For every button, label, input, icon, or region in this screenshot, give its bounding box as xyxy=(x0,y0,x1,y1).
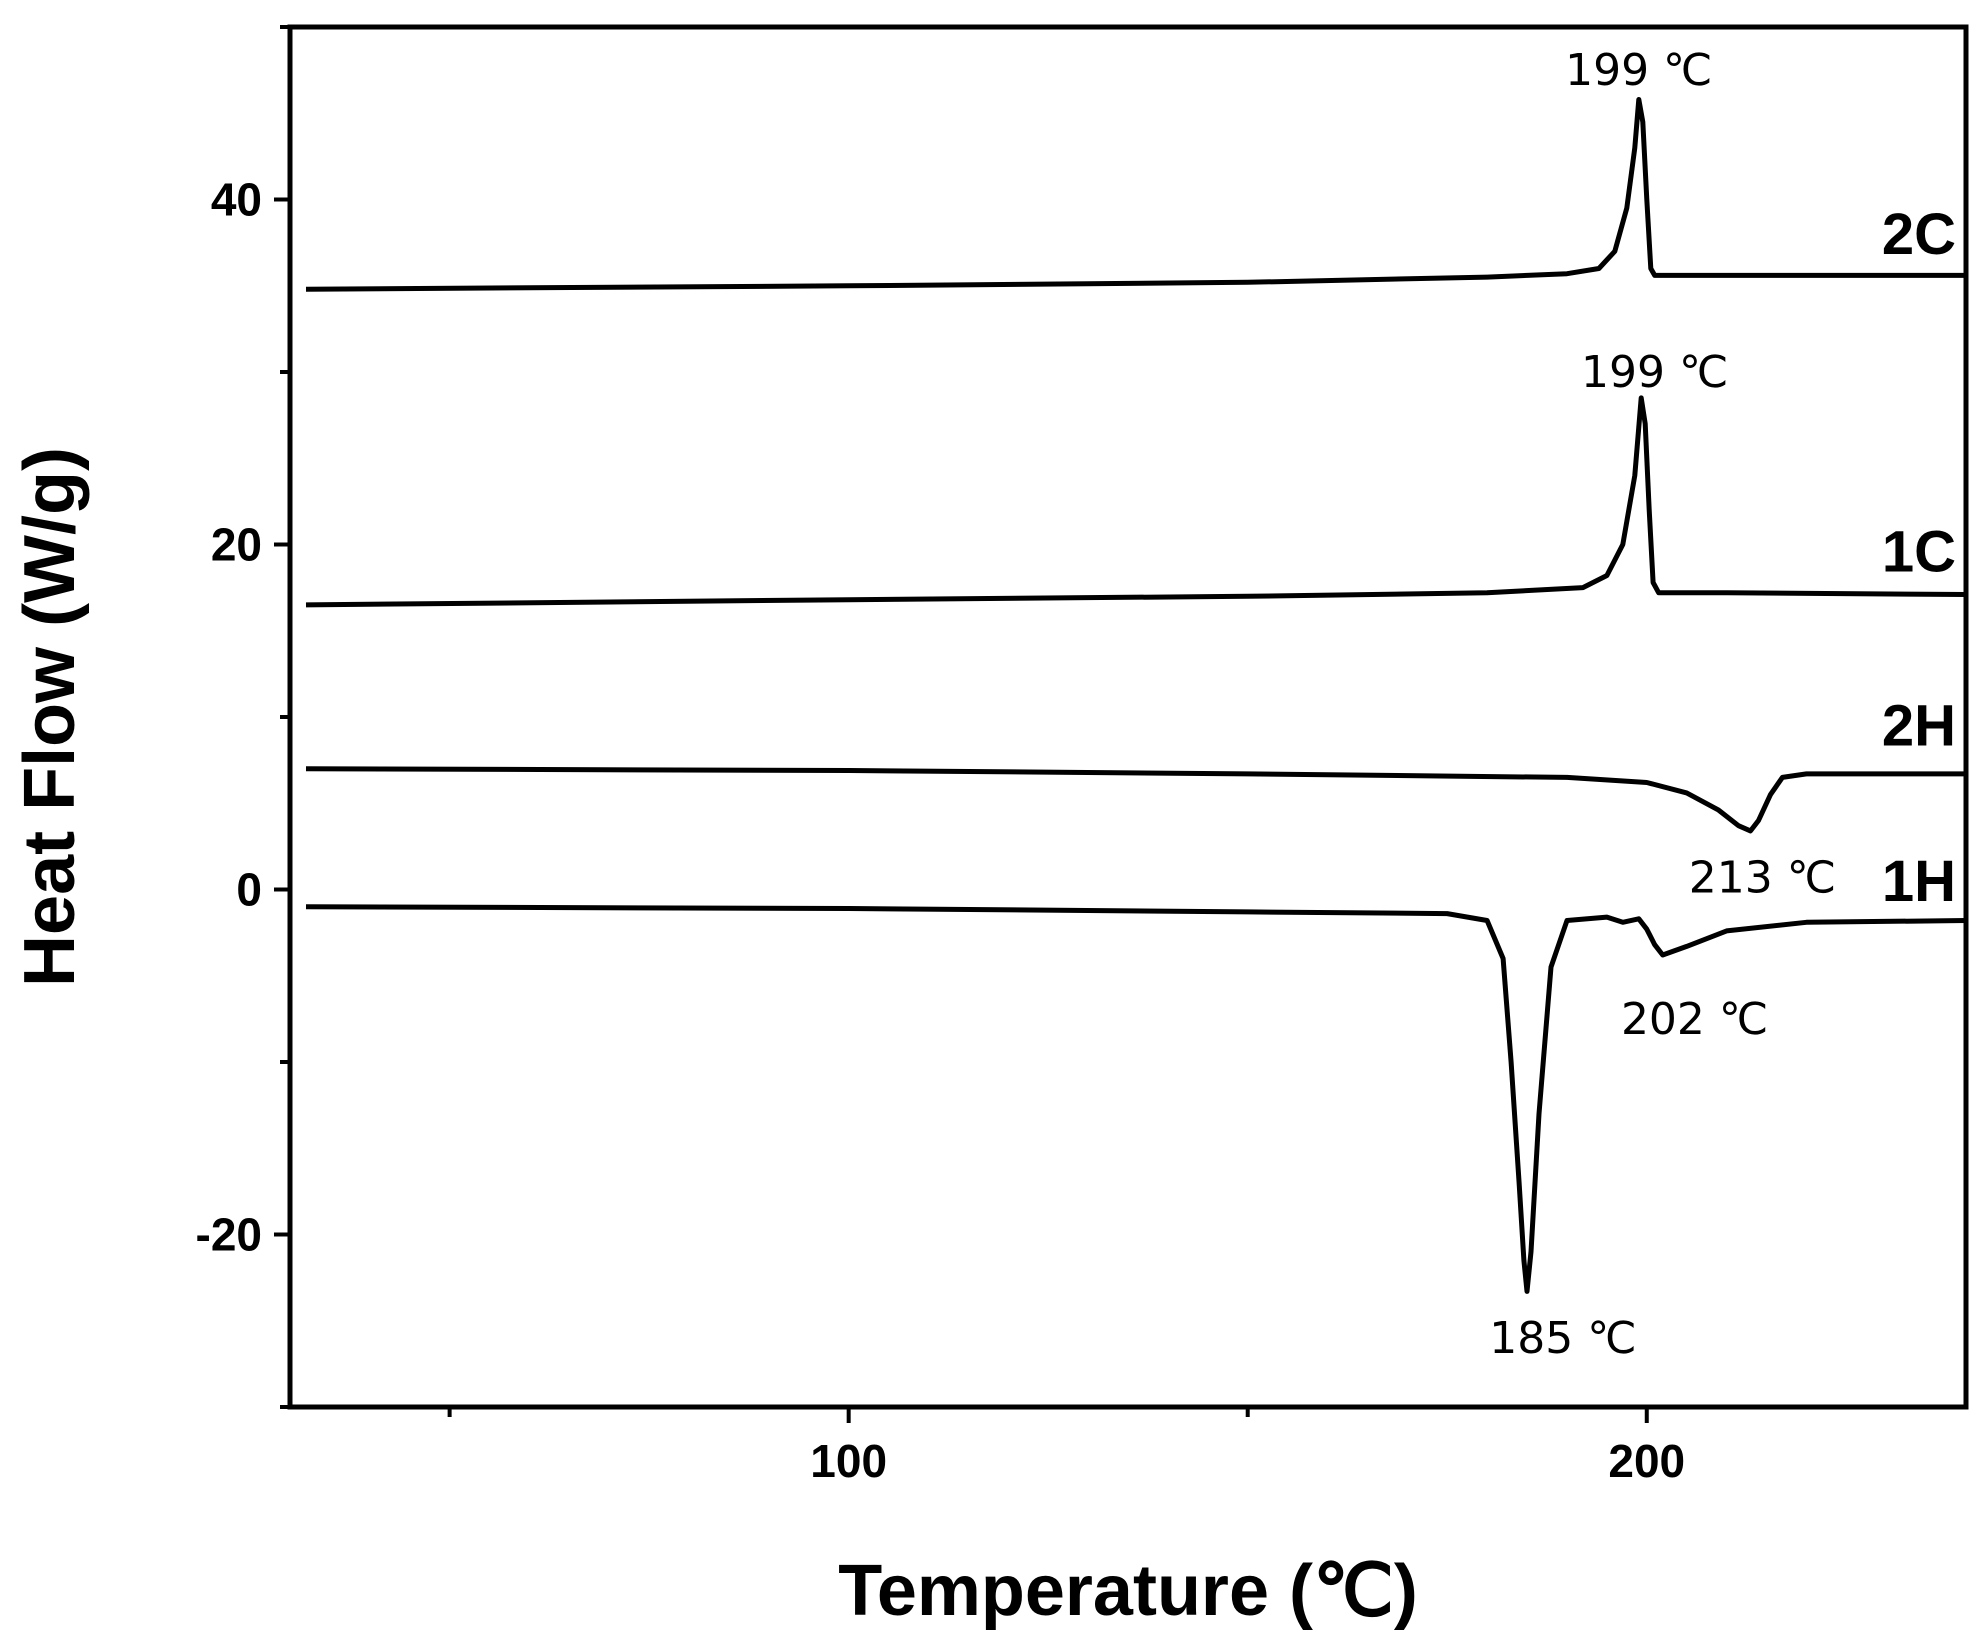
x-axis-ticks: 100 200 xyxy=(447,1407,1685,1487)
peak-annotation: 185 ℃ xyxy=(1489,1313,1636,1364)
series-1h-line xyxy=(305,904,1967,1294)
peak-annotation: 213 ℃ xyxy=(1689,852,1836,903)
series-1c-line xyxy=(305,395,1967,608)
y-axis-title: Heat Flow (W/g) xyxy=(10,447,90,987)
series-label-2h: 2H xyxy=(1882,694,1956,759)
y-tick-label: 0 xyxy=(236,864,262,916)
y-tick-label: -20 xyxy=(196,1209,262,1261)
x-tick-label: 100 xyxy=(810,1435,887,1487)
y-tick-label: 20 xyxy=(211,519,262,571)
series-layer xyxy=(305,97,1967,1294)
plot-frame xyxy=(287,24,1969,1410)
series-label-layer: 2C 1C 2H 1H xyxy=(1882,202,1956,914)
peak-annotation: 199 ℃ xyxy=(1581,347,1728,398)
peak-annotation: 199 ℃ xyxy=(1565,45,1712,96)
series-label-2c: 2C xyxy=(1882,202,1956,267)
annotation-layer: 199 ℃ 199 ℃ 213 ℃ 202 ℃ 185 ℃ xyxy=(1489,45,1836,1364)
series-2h-line xyxy=(305,766,1966,834)
y-tick-label: 40 xyxy=(211,174,262,226)
y-axis-ticks: -20 0 20 40 xyxy=(196,25,290,1409)
series-label-1c: 1C xyxy=(1882,519,1956,584)
series-2c-line xyxy=(305,97,1966,292)
x-axis-title: Temperature (℃) xyxy=(838,1551,1418,1631)
peak-annotation: 202 ℃ xyxy=(1621,994,1768,1045)
series-label-1h: 1H xyxy=(1882,849,1956,914)
x-tick-label: 200 xyxy=(1608,1435,1685,1487)
